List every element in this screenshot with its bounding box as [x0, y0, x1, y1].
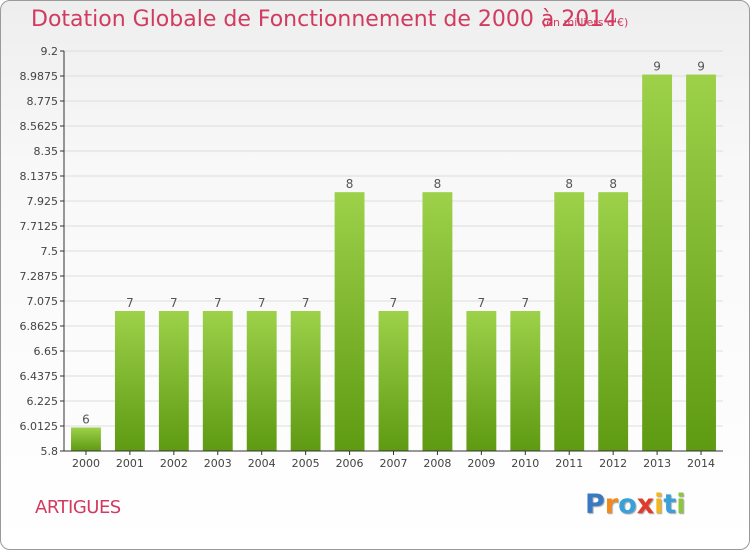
x-tick-label: 2009 — [467, 457, 495, 470]
y-tick-label: 7.2875 — [20, 270, 59, 283]
x-tick-label: 2000 — [72, 457, 100, 470]
chart-subtitle: (en milliers d'€) — [542, 16, 629, 29]
bar-2010 — [510, 311, 541, 451]
logo-letter: P — [585, 489, 605, 520]
bars — [71, 74, 716, 452]
data-label-2001: 7 — [126, 296, 134, 310]
y-tick-label: 8.35 — [34, 145, 59, 158]
x-tick-label: 2006 — [336, 457, 364, 470]
y-tick-label: 6.225 — [27, 395, 59, 408]
data-label-2009: 7 — [478, 296, 486, 310]
data-label-2000: 6 — [82, 412, 90, 426]
y-tick-label: 5.8 — [41, 445, 59, 458]
y-tick-label: 6.8625 — [20, 320, 59, 333]
bar-2011 — [554, 192, 585, 452]
y-tick-label: 8.9875 — [20, 70, 59, 83]
bar-2014 — [686, 74, 716, 451]
y-tick-label: 8.1375 — [20, 170, 59, 183]
data-label-2014: 9 — [697, 60, 705, 74]
y-tick-label: 6.65 — [34, 345, 59, 358]
y-tick-label: 8.5625 — [20, 120, 59, 133]
data-label-2011: 8 — [565, 177, 573, 191]
bar-2002 — [158, 311, 189, 451]
x-tick-label: 2001 — [116, 457, 144, 470]
bar-2007 — [378, 311, 409, 451]
x-tick-label: 2005 — [292, 457, 320, 470]
logo-letter: t — [663, 489, 677, 520]
bar-2013 — [642, 74, 673, 451]
x-tick-label: 2007 — [380, 457, 408, 470]
x-tick-label: 2011 — [555, 457, 583, 470]
x-tick-label: 2002 — [160, 457, 188, 470]
data-labels: 6 7 7 7 7 7 8 7 8 7 7 8 8 9 9 — [82, 60, 705, 427]
x-tick-label: 2012 — [599, 457, 627, 470]
data-label-2002: 7 — [170, 296, 178, 310]
data-label-2013: 9 — [653, 60, 661, 74]
logo-letter: i — [654, 489, 664, 520]
bar-2004 — [246, 311, 277, 451]
axes: 5.8 6.0125 6.225 6.4375 6.65 6.8625 7.075 7.287… — [20, 45, 723, 470]
data-label-2010: 7 — [521, 296, 529, 310]
logo-letter: i — [676, 489, 686, 520]
logo-letter: r — [604, 489, 619, 520]
x-tick-label: 2010 — [511, 457, 539, 470]
proxiti-logo[interactable]: Proxiti — [585, 489, 686, 520]
logo-letter: x — [636, 489, 655, 520]
chart-title: Dotation Globale de Fonctionnement de 20… — [31, 7, 618, 32]
x-tick-label: 2014 — [687, 457, 715, 470]
data-label-2007: 7 — [390, 296, 398, 310]
y-tick-label: 7.5 — [41, 245, 59, 258]
x-tick-label: 2004 — [248, 457, 276, 470]
y-tick-label: 6.4375 — [20, 370, 59, 383]
bar-2008 — [422, 192, 453, 452]
data-label-2004: 7 — [258, 296, 266, 310]
y-tick-label: 8.775 — [27, 95, 59, 108]
commune-name: ARTIGUES — [35, 497, 121, 518]
y-tick-label: 7.925 — [27, 195, 59, 208]
bar-2006 — [334, 192, 365, 452]
x-tick-label: 2008 — [423, 457, 451, 470]
data-label-2006: 8 — [346, 177, 354, 191]
bar-2009 — [466, 311, 497, 451]
x-tick-label: 2003 — [204, 457, 232, 470]
bar-2000 — [71, 427, 101, 451]
y-tick-label: 7.075 — [27, 295, 59, 308]
bar-2012 — [598, 192, 629, 452]
bar-2003 — [202, 311, 233, 451]
data-label-2003: 7 — [214, 296, 222, 310]
y-tick-label: 7.7125 — [20, 220, 59, 233]
data-label-2008: 8 — [434, 177, 442, 191]
data-label-2005: 7 — [302, 296, 310, 310]
y-tick-label: 9.2 — [41, 45, 59, 58]
bar-2005 — [290, 311, 321, 451]
x-tick-label: 2013 — [643, 457, 671, 470]
logo-letter: o — [618, 489, 637, 520]
y-tick-label: 6.0125 — [20, 420, 59, 433]
data-label-2012: 8 — [609, 177, 617, 191]
bar-2001 — [114, 311, 145, 451]
